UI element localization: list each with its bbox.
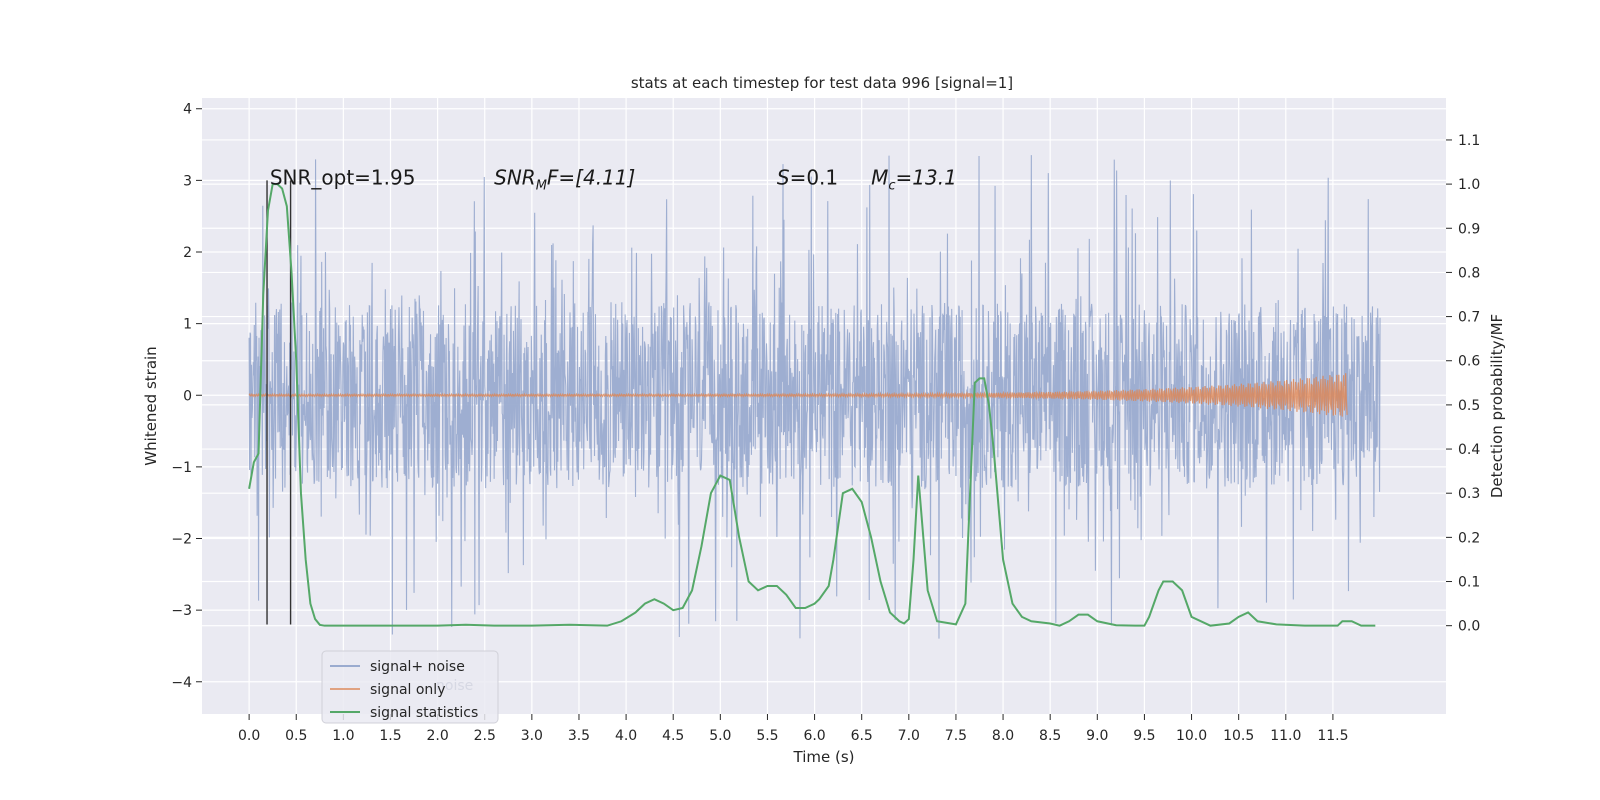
- y2-tick-label: 0.2: [1458, 530, 1480, 546]
- y-tick-label: 3: [183, 173, 192, 189]
- annotation: Mc=13.1: [871, 165, 957, 193]
- x-tick-label: 9.0: [1086, 728, 1108, 744]
- legend-label: signal+ noise: [370, 659, 465, 675]
- x-tick-label: 1.0: [332, 728, 354, 744]
- y-axis-left: −4 −3 −2 −1 0 1 2 3 4: [171, 102, 202, 691]
- y-tick-label: −3: [171, 603, 192, 619]
- y-tick-label: −1: [171, 460, 192, 476]
- annotation: S=0.1: [777, 165, 838, 189]
- series-signal-noise: [248, 155, 1381, 639]
- x-tick-label: 0.0: [238, 728, 260, 744]
- x-tick-label: 2.0: [426, 728, 448, 744]
- x-tick-label: 8.0: [992, 728, 1014, 744]
- legend-box: [321, 650, 499, 724]
- x-tick-label: 3.0: [521, 728, 543, 744]
- x-tick-label: 0.5: [285, 728, 307, 744]
- annotation: SNRMF=[4.11]: [494, 165, 635, 193]
- x-tick-label: 11.5: [1317, 728, 1348, 744]
- y2-tick-label: 0.1: [1458, 575, 1480, 591]
- x-tick-label: 7.0: [898, 728, 920, 744]
- y2-tick-label: 0.9: [1458, 221, 1480, 237]
- x-tick-label: 10.5: [1223, 728, 1254, 744]
- series-signal-only: [248, 373, 1348, 417]
- series-group: [248, 155, 1381, 639]
- y2-tick-label: 0.5: [1458, 398, 1480, 414]
- y2-tick-label: 1.0: [1458, 177, 1480, 193]
- x-tick-label: 5.5: [756, 728, 778, 744]
- y2-tick-label: 0.3: [1458, 486, 1480, 502]
- y-tick-label: 2: [183, 245, 192, 261]
- x-tick-label: 6.0: [803, 728, 825, 744]
- x-tick-label: 8.5: [1039, 728, 1061, 744]
- y-tick-label: 4: [183, 102, 192, 118]
- series-signal-statistics: [248, 183, 1376, 627]
- x-tick-label: 4.0: [615, 728, 637, 744]
- y-axis-label: Whitened strain: [142, 346, 160, 465]
- x-tick-label: 2.5: [474, 728, 496, 744]
- x-tick-label: 7.5: [945, 728, 967, 744]
- x-tick-label: 11.0: [1270, 728, 1301, 744]
- x-tick-label: 9.5: [1133, 728, 1155, 744]
- annotation: SNR_opt=1.95: [270, 165, 416, 189]
- chart-title: stats at each timestep for test data 996…: [631, 74, 1013, 92]
- x-tick-label: 3.5: [568, 728, 590, 744]
- y2-tick-label: 0.6: [1458, 354, 1480, 370]
- x-tick-label: 10.0: [1176, 728, 1207, 744]
- annotations: SNR_opt=1.95 SNRMF=[4.11] S=0.1 Mc=13.1: [270, 165, 957, 193]
- x-tick-label: 4.5: [662, 728, 684, 744]
- x-tick-label: 5.0: [709, 728, 731, 744]
- y2-tick-label: 0.0: [1458, 619, 1480, 635]
- y-tick-label: 0: [183, 388, 192, 404]
- legend-label: signal statistics: [370, 705, 478, 721]
- x-axis: 0.0 0.5 1.0 1.5 2.0 2.5 3.0 3.5 4.0 4.5 5.0 5.5 6.0 6…: [238, 714, 1348, 744]
- y2-tick-label: 0.4: [1458, 442, 1480, 458]
- x-tick-label: 1.5: [379, 728, 401, 744]
- y2-tick-label: 0.8: [1458, 265, 1480, 281]
- y2-tick-label: 0.7: [1458, 310, 1480, 326]
- x-axis-label: Time (s): [793, 748, 855, 766]
- legend-ghost-text: noise: [436, 678, 473, 694]
- y2-axis-label: Detection probability/MF: [1488, 314, 1506, 498]
- y-tick-label: −2: [171, 532, 192, 548]
- x-tick-label: 6.5: [851, 728, 873, 744]
- y-tick-label: −4: [171, 675, 192, 691]
- y2-tick-label: 1.1: [1458, 133, 1480, 149]
- y-axis-right: 0.0 0.1 0.2 0.3 0.4 0.5 0.6 0.7 0.8 0.9 1.0 1.1: [1446, 133, 1480, 635]
- legend: noise signal+ noise signal only signal stat…: [321, 650, 499, 724]
- legend-label: signal only: [370, 682, 445, 698]
- y-tick-label: 1: [183, 317, 192, 333]
